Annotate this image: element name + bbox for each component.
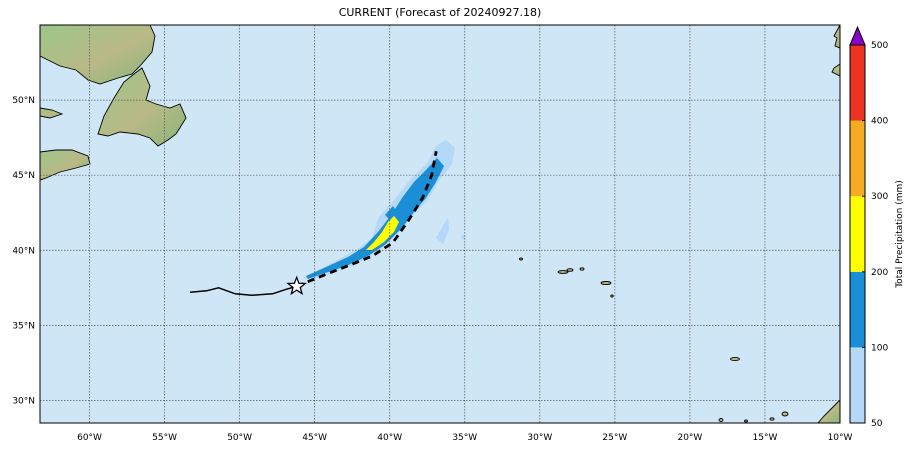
europe-coast-north [833, 25, 840, 49]
colorbar-tick-label: 100 [871, 343, 888, 353]
azores-island [610, 294, 614, 298]
colorbar-tick-label: 50 [871, 419, 883, 429]
lat-tick-label: 45°N [12, 171, 35, 181]
lat-tick-label: 35°N [12, 321, 35, 331]
lat-tick-label: 40°N [12, 246, 35, 256]
lon-tick-label: 15°W [753, 433, 778, 443]
precipitation-layer [303, 140, 466, 280]
lon-tick-label: 25°W [602, 433, 627, 443]
lon-tick-label: 50°W [227, 433, 252, 443]
lon-tick-label: 40°W [377, 433, 402, 443]
canary-island [744, 419, 748, 423]
lon-tick-label: 20°W [677, 433, 702, 443]
ocean-background [40, 25, 840, 423]
colorbar-segment [850, 120, 865, 197]
forecast-track-line [296, 150, 438, 288]
newfoundland-landmass [40, 25, 156, 85]
colorbar-tick-label: 300 [871, 192, 888, 202]
lon-tick-label: 55°W [152, 433, 177, 443]
colorbar-extend-arrow [849, 25, 866, 46]
azores-island [557, 270, 569, 274]
madeira-island [730, 356, 740, 362]
lat-tick-label: 30°N [12, 396, 35, 406]
colorbar-segment [850, 347, 865, 423]
lon-tick-label: 10°W [828, 433, 853, 443]
precip-band-100-200 [306, 158, 444, 279]
precipitation-colorbar: 50 100 200 300 400 500 Total Precipitation (mm… [849, 25, 905, 429]
precip-patch-50-100 [436, 218, 449, 244]
lon-tick-label: 30°W [527, 433, 552, 443]
nova-scotia-landmass [40, 149, 91, 181]
colorbar-tick-label: 200 [871, 268, 888, 278]
azores-island [566, 268, 574, 272]
azores-island [579, 267, 585, 271]
africa-coast [817, 399, 840, 423]
canary-island [769, 417, 775, 421]
colorbar-frame [849, 44, 866, 424]
lon-tick-label: 35°W [452, 433, 477, 443]
precip-patch-100-200 [385, 206, 397, 220]
colorbar-tick-label: 500 [871, 41, 888, 51]
azores-island [519, 257, 523, 261]
past-track-line [190, 285, 297, 297]
precip-band-50-100 [303, 140, 455, 280]
labrador-island [40, 107, 64, 119]
grid-lines [40, 25, 840, 423]
colorbar-segment [850, 45, 865, 121]
lat-tick-label: 50°N [12, 96, 35, 106]
canary-island [781, 411, 789, 417]
axis-tick-labels: 60°W 55°W 50°W 45°W 40°W 35°W 30°W 25°W 20°W 15°W… [12, 96, 852, 443]
storm-position-star-icon [286, 275, 307, 296]
land-layer [40, 25, 840, 423]
europe-coast-mid [831, 63, 840, 77]
storm-tracks [190, 150, 438, 297]
lon-tick-label: 60°W [77, 433, 102, 443]
precip-band-200-300 [366, 216, 399, 250]
colorbar-segment [850, 271, 865, 348]
map-title: CURRENT (Forecast of 20240927.18) [338, 6, 542, 19]
newfoundland-island [97, 67, 187, 147]
map-frame [39, 24, 841, 424]
colorbar-label: Total Precipitation (mm) [895, 180, 905, 289]
canary-island [718, 418, 724, 422]
colorbar-tick-label: 400 [871, 117, 888, 127]
lon-tick-label: 45°W [302, 433, 327, 443]
colorbar-segment [850, 196, 865, 272]
azores-island [600, 281, 612, 285]
